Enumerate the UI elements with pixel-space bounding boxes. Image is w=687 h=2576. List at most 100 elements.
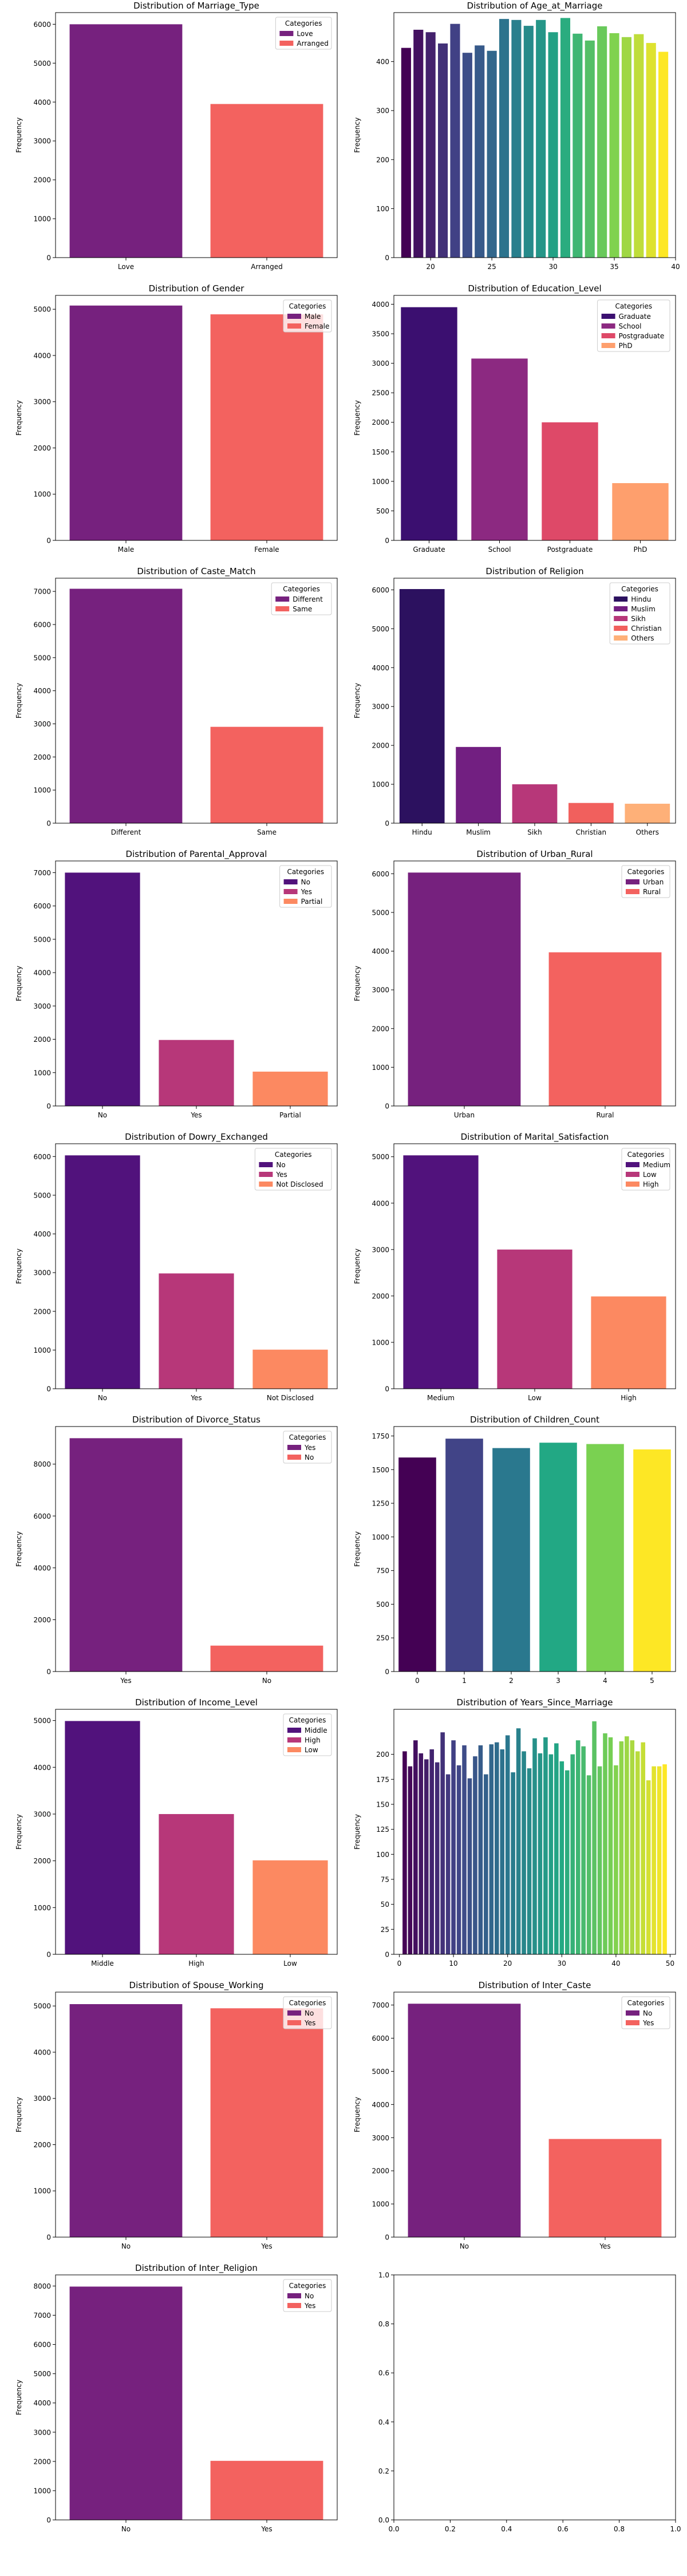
x-tick-label: Medium xyxy=(427,1394,455,1402)
y-tick-label: 1000 xyxy=(33,2187,51,2195)
bar xyxy=(646,1780,651,1954)
legend-swatch xyxy=(287,2303,301,2308)
plot-frame xyxy=(393,1426,676,1672)
x-tick-label: Hindu xyxy=(412,828,432,836)
bar-low xyxy=(497,1249,572,1389)
bar-medium xyxy=(403,1155,479,1389)
legend-label: Yes xyxy=(304,2019,315,2027)
legend-label: Different xyxy=(293,595,323,603)
legend-label: Low xyxy=(305,1746,318,1754)
y-axis-label: Frequency xyxy=(15,1531,23,1567)
y-tick-label: 0 xyxy=(385,1668,389,1676)
x-tick-label: No xyxy=(121,2242,131,2250)
y-tick-label: 0.2 xyxy=(378,2467,389,2475)
subplot-3: Distribution of Gender 0 1000 2000 3000 4000 5… xyxy=(15,283,338,554)
x-tick-label: No xyxy=(121,2525,131,2533)
legend-title: Categories xyxy=(289,1433,326,1441)
bar-yes xyxy=(210,2460,323,2520)
legend-swatch xyxy=(287,1747,301,1752)
x-tick-label: 0 xyxy=(397,1959,402,1967)
y-tick-label: 6000 xyxy=(372,2034,389,2042)
y-tick-label: 1000 xyxy=(372,1338,389,1346)
chart-title: Distribution of Years_Since_Marriage xyxy=(456,1697,613,1708)
chart-title: Distribution of Marriage_Type xyxy=(133,1,259,11)
legend-swatch xyxy=(601,343,615,348)
y-tick-label: 0 xyxy=(46,2516,51,2524)
y-tick-label: 200 xyxy=(376,1751,389,1759)
y-tick-label: 6000 xyxy=(33,21,51,29)
y-tick-label: 2000 xyxy=(33,753,51,761)
y-tick-label: 1.0 xyxy=(378,2271,389,2279)
bar-high xyxy=(159,1814,234,1954)
bar xyxy=(522,1751,526,1954)
y-tick-label: 3000 xyxy=(33,398,51,406)
bar-urban xyxy=(408,872,521,1106)
plot-frame xyxy=(55,1992,338,2238)
legend-box xyxy=(597,299,670,352)
y-tick-label: 5000 xyxy=(33,654,51,662)
legend-swatch xyxy=(626,889,639,894)
x-tick-label: Sikh xyxy=(527,828,542,836)
legend-swatch xyxy=(614,606,628,611)
legend-swatch xyxy=(283,899,298,904)
y-tick-label: 3000 xyxy=(33,1810,51,1818)
y-tick-label: 2000 xyxy=(33,1036,51,1044)
bar xyxy=(572,33,583,258)
legend-box xyxy=(621,1148,670,1191)
legend-swatch xyxy=(626,1182,639,1187)
legend-swatch xyxy=(287,2293,301,2298)
bar xyxy=(489,1744,494,1954)
y-tick-label: 1000 xyxy=(372,477,389,485)
legend-label: Same xyxy=(293,605,312,613)
x-tick-label: High xyxy=(621,1394,637,1402)
y-tick-label: 0 xyxy=(385,254,389,262)
y-axis-label: Frequency xyxy=(15,2380,23,2415)
x-tick-label: 40 xyxy=(611,1959,620,1967)
subplot-1: Distribution of Marriage_Type 0 1000 2000 30… xyxy=(15,1,338,271)
x-tick-label: Low xyxy=(528,1394,542,1402)
legend-label: Others xyxy=(631,634,654,642)
bar-others xyxy=(625,804,670,823)
legend-label: Arranged xyxy=(297,39,328,48)
y-tick-label: 3000 xyxy=(372,986,389,994)
y-tick-label: 1000 xyxy=(33,491,51,499)
legend-title: Categories xyxy=(627,1999,665,2007)
plot-frame xyxy=(393,295,676,541)
x-tick-label: Female xyxy=(254,546,279,554)
legend-title: Categories xyxy=(275,1151,312,1159)
x-tick-label: Partial xyxy=(279,1111,301,1119)
y-tick-label: 3000 xyxy=(33,137,51,145)
bar xyxy=(630,1740,635,1954)
bar-christian xyxy=(568,803,614,823)
legend-swatch xyxy=(279,31,294,36)
y-tick-label: 0 xyxy=(46,1668,51,1676)
y-tick-label: 500 xyxy=(376,1601,389,1609)
bar xyxy=(451,1740,456,1954)
x-tick-label: Male xyxy=(118,546,134,554)
bar-2 xyxy=(492,1448,530,1672)
y-tick-label: 6000 xyxy=(33,902,51,910)
bar xyxy=(548,32,558,258)
y-tick-label: 100 xyxy=(376,205,389,213)
bar-no xyxy=(69,2004,183,2237)
y-tick-label: 750 xyxy=(376,1567,389,1575)
legend-swatch xyxy=(287,1455,301,1460)
y-axis-label: Frequency xyxy=(15,2097,23,2132)
y-tick-label: 0 xyxy=(385,537,389,545)
bar xyxy=(652,1766,656,1954)
bar xyxy=(662,1764,667,1954)
y-tick-label: 3000 xyxy=(33,1002,51,1010)
y-tick-label: 6000 xyxy=(33,1153,51,1161)
bar xyxy=(408,1766,413,1954)
bar xyxy=(401,48,411,258)
y-tick-label: 2000 xyxy=(372,1292,389,1300)
legend-label: School xyxy=(619,322,642,330)
subplot-6: Distribution of Religion 0 1000 2000 3000 400… xyxy=(353,566,676,836)
x-tick-label: 0.4 xyxy=(501,2525,512,2533)
bar xyxy=(586,1775,591,1954)
y-tick-label: 1000 xyxy=(33,2487,51,2495)
subplot-2: Distribution of Age_at_Marriage 0 100 200 30… xyxy=(353,1,680,271)
y-tick-label: 0.8 xyxy=(378,2320,389,2328)
y-tick-label: 0 xyxy=(385,1103,389,1111)
